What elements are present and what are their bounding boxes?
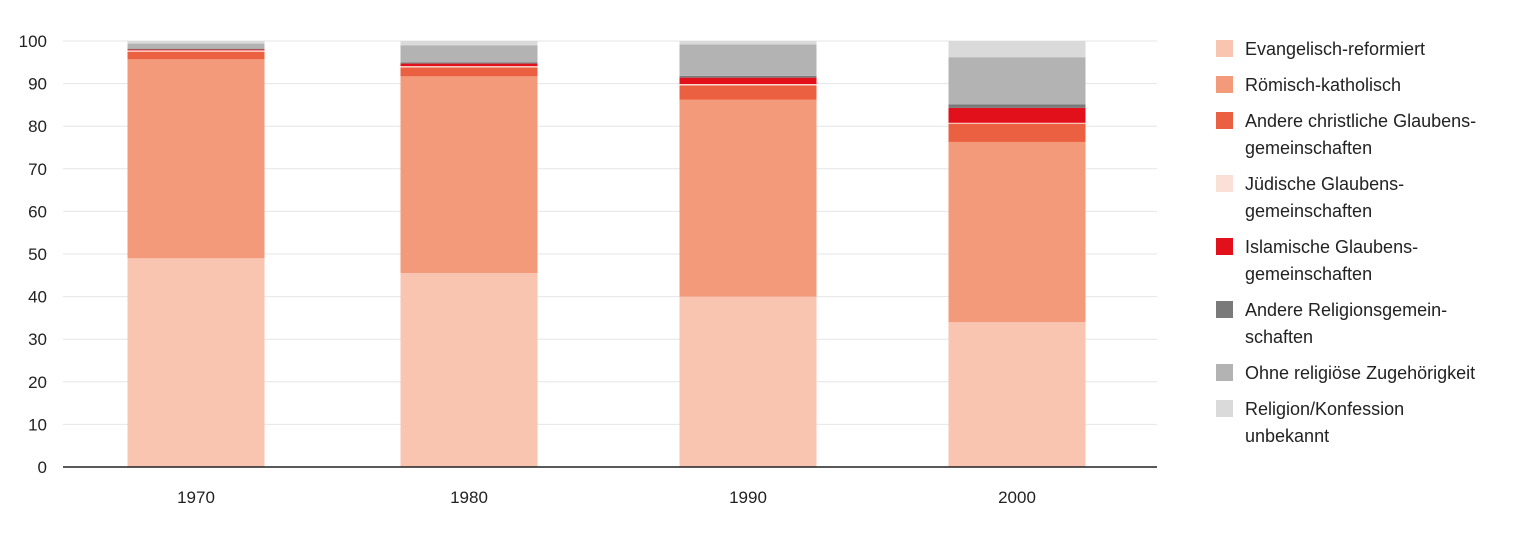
bar-segment [679, 75, 817, 78]
bar-segment [127, 59, 265, 259]
y-tick-label: 90 [28, 75, 47, 94]
y-tick-label: 70 [28, 160, 47, 179]
legend-label: Römisch-katholisch [1245, 75, 1402, 95]
bar-segment [948, 104, 1086, 108]
bar-segment [127, 49, 265, 51]
bar-segment [127, 50, 265, 52]
bar-segment [400, 63, 538, 67]
legend-item: Römisch-katholisch [1216, 72, 1526, 99]
legend-swatch [1216, 76, 1233, 93]
x-tick-label: 1990 [729, 488, 767, 507]
legend: Evangelisch-reformiert Römisch-katholisch… [1216, 36, 1526, 459]
legend-label: Andere Religionsgemein- schaften [1245, 300, 1448, 347]
y-axis-ticks: 0 10 20 30 40 50 60 70 80 90 100 [19, 32, 47, 477]
bar-segment [948, 141, 1086, 323]
stacked-bar-chart: 0 10 20 30 40 50 60 70 80 90 100 1970 1980 1990 2000 [19, 32, 1157, 507]
y-tick-label: 100 [19, 32, 47, 51]
legend-swatch [1216, 175, 1233, 192]
y-tick-label: 80 [28, 117, 47, 136]
legend-label: Jüdische Glaubens- gemeinschaften [1245, 174, 1405, 221]
legend-label: Islamische Glaubens- gemeinschaften [1245, 237, 1419, 284]
bar-segment [948, 123, 1086, 142]
x-tick-label: 1980 [450, 488, 488, 507]
bar-segment [400, 76, 538, 274]
bar-segment [400, 67, 538, 77]
x-tick-label: 1970 [177, 488, 215, 507]
legend-item: Religion/Konfession unbekannt [1216, 396, 1526, 450]
bar-segment [679, 84, 817, 86]
bar-segment [400, 62, 538, 64]
bar-segment [679, 296, 817, 467]
bar-segment [679, 85, 817, 100]
bar-segment [948, 57, 1086, 105]
y-tick-label: 50 [28, 245, 47, 264]
y-tick-label: 10 [28, 415, 47, 434]
bar-segment [127, 43, 265, 49]
legend-item: Andere Religionsgemein- schaften [1216, 297, 1526, 351]
y-tick-label: 0 [38, 458, 47, 477]
bar-segment [400, 273, 538, 467]
legend-swatch [1216, 40, 1233, 57]
legend-swatch [1216, 400, 1233, 417]
y-tick-label: 20 [28, 373, 47, 392]
legend-swatch [1216, 301, 1233, 318]
legend-swatch [1216, 238, 1233, 255]
bar-segment [127, 51, 265, 60]
bar-segment [679, 44, 817, 76]
x-tick-label: 2000 [998, 488, 1036, 507]
legend-label: Religion/Konfession unbekannt [1245, 399, 1405, 446]
y-tick-label: 60 [28, 202, 47, 221]
bar-segment [948, 41, 1086, 58]
legend-item: Evangelisch-reformiert [1216, 36, 1526, 63]
y-tick-label: 40 [28, 288, 47, 307]
legend-item: Jüdische Glaubens- gemeinschaften [1216, 171, 1526, 225]
bar-segment [679, 99, 817, 297]
y-tick-label: 30 [28, 330, 47, 349]
bar-segment [400, 66, 538, 68]
legend-label: Ohne religiöse Zugehörigkeit [1245, 363, 1476, 383]
bar-segment [679, 41, 817, 45]
legend-label: Evangelisch-reformiert [1245, 39, 1426, 59]
bar-segment [400, 45, 538, 63]
legend-swatch [1216, 364, 1233, 381]
legend-item: Andere christliche Glaubens- gemeinschaf… [1216, 108, 1526, 162]
bars [127, 41, 1086, 467]
legend-swatch [1216, 112, 1233, 129]
bar-segment [400, 41, 538, 46]
bar-segment [948, 107, 1086, 123]
bar-segment [948, 122, 1086, 124]
legend-label: Andere christliche Glaubens- gemeinschaf… [1245, 111, 1477, 158]
bar-segment [948, 322, 1086, 467]
bar-segment [679, 77, 817, 85]
legend-item: Islamische Glaubens- gemeinschaften [1216, 234, 1526, 288]
bar-segment [127, 258, 265, 467]
bar-segment [127, 41, 265, 44]
bar-segment [127, 48, 265, 50]
x-axis-ticks: 1970 1980 1990 2000 [177, 488, 1036, 507]
legend-item: Ohne religiöse Zugehörigkeit [1216, 360, 1526, 387]
